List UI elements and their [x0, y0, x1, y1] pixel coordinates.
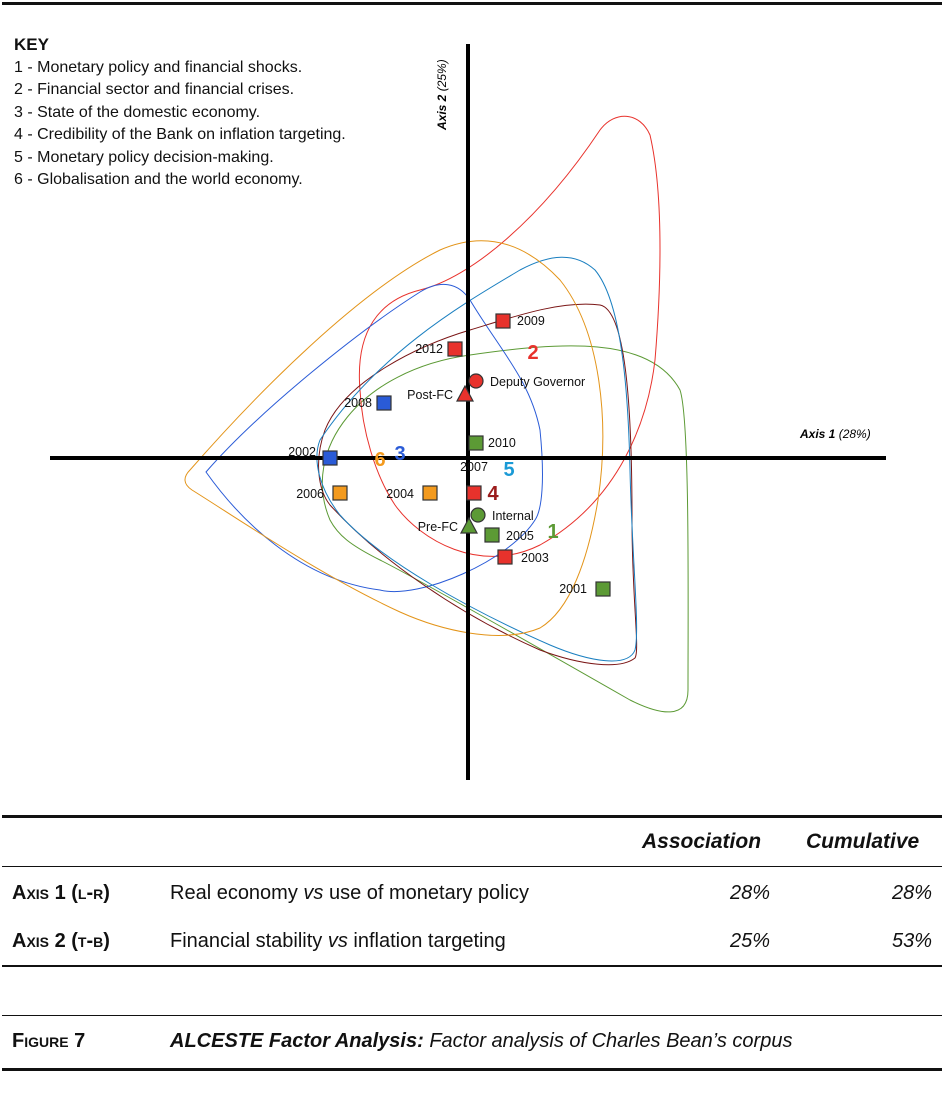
key-item-2: 2 - Financial sector and financial crise…: [14, 81, 295, 98]
point-label-pre-fc: Pre-FC: [418, 520, 458, 534]
point-label-2004: 2004: [386, 487, 414, 501]
point-label-internal: Internal: [492, 509, 534, 523]
desc-post: use of monetary policy: [323, 882, 530, 904]
point-label-2007: 2007: [460, 460, 488, 474]
key-item-6: 6 - Globalisation and the world economy.: [14, 171, 303, 188]
point-marker-deputy-governor: [468, 373, 484, 389]
desc-vs: vs: [303, 882, 324, 904]
cluster-1-envelope: [321, 345, 689, 713]
row-description: Financial stability vs inflation targeti…: [170, 930, 506, 953]
point-label-2001: 2001: [559, 582, 587, 596]
cluster-label-5: 5: [503, 459, 514, 481]
point-marker-2005: [484, 527, 500, 543]
point-label-2012: 2012: [415, 342, 443, 356]
cluster-label-1: 1: [547, 521, 558, 543]
header-cumulative: Cumulative: [806, 830, 920, 853]
key-item-3: 3 - State of the domestic economy.: [14, 103, 261, 121]
point-marker-2004: [422, 485, 438, 501]
row-cumulative: 53%: [891, 930, 932, 952]
point-marker-2009: [495, 313, 511, 329]
key-item-1: 1 - Monetary policy and financial shocks…: [14, 58, 303, 76]
cluster-6-envelope: [184, 240, 604, 636]
cluster-5-envelope: [316, 256, 638, 662]
header-association: Association: [642, 830, 762, 853]
figure-title-rest: Factor analysis of Charles Bean’s corpus: [423, 1030, 793, 1052]
point-label-2005: 2005: [506, 529, 534, 543]
desc-vs: vs: [327, 930, 348, 952]
point-label-post-fc: Post-FC: [407, 388, 453, 402]
axis-2-title: Axis 2 (25%): [435, 59, 449, 131]
point-marker-2008: [376, 395, 392, 411]
key-title: KEY: [14, 35, 49, 54]
point-label-deputy-governor: Deputy Governor: [490, 375, 585, 389]
table-header-rule: [2, 866, 942, 867]
point-marker-internal: [470, 507, 486, 523]
table-row-axis-1: Axis 1 (l-r) Real economy vs use of mone…: [12, 882, 932, 912]
table-top-rule: [2, 815, 942, 818]
table-bottom-rule: [2, 965, 942, 967]
point-label-2008: 2008: [344, 396, 372, 410]
cluster-4-envelope: [318, 303, 638, 666]
row-axis-label: Axis 1 (l-r): [12, 882, 110, 904]
point-marker-pre-fc: [460, 516, 478, 534]
factor-analysis-plot: Axis 1 (28%) Axis 2 (25%) 1 2 3 45 6 2009 201…: [50, 44, 886, 780]
cluster-label-4: 4: [487, 483, 499, 505]
key-legend: KEY 1 - Monetary policy and financial sh…: [14, 34, 346, 192]
key-item-4: 4 - Credibility of the Bank on inflation…: [14, 126, 346, 143]
cluster-envelopes: [184, 115, 689, 713]
cluster-label-6: 6: [374, 449, 385, 471]
point-label-2010: 2010: [488, 436, 516, 450]
cluster-2-envelope: [358, 115, 661, 557]
cluster-3-envelope: [205, 284, 543, 592]
point-marker-2012: [447, 341, 463, 357]
caption-top-rule: [2, 1015, 942, 1016]
desc-pre: Real economy: [170, 882, 304, 904]
point-marker-2001: [595, 581, 611, 597]
point-label-2002: 2002: [288, 445, 316, 459]
cluster-label-3: 3: [394, 443, 405, 465]
cluster-labels: 1 2 3 45 6: [374, 342, 558, 543]
figure-title-bold: ALCESTE Factor Analysis:: [170, 1030, 424, 1052]
figure-caption: Figure 7 ALCESTE Factor Analysis: Factor…: [12, 1030, 792, 1053]
point-marker-post-fc: [456, 384, 474, 402]
point-label-2006: 2006: [296, 487, 324, 501]
point-label-2003: 2003: [521, 551, 549, 565]
table-row-axis-2: Axis 2 (t-b) Financial stability vs infl…: [12, 930, 932, 960]
point-label-2009: 2009: [517, 314, 545, 328]
top-rule: [2, 2, 942, 5]
point-marker-2002: [322, 450, 338, 466]
point-marker-2010: [468, 435, 484, 451]
point-marker-2006: [332, 485, 348, 501]
point-marker-2003: [497, 549, 513, 565]
row-cumulative: 28%: [891, 882, 932, 904]
row-association: 25%: [729, 930, 770, 952]
cluster-label-2: 2: [527, 342, 538, 364]
caption-bottom-rule: [2, 1068, 942, 1071]
key-item-5: 5 - Monetary policy decision-making.: [14, 148, 274, 166]
row-axis-label: Axis 2 (t-b): [12, 930, 110, 952]
row-description: Real economy vs use of monetary policy: [170, 882, 529, 905]
desc-post: inflation targeting: [347, 930, 506, 952]
axis-1-title: Axis 1 (28%): [799, 427, 871, 441]
figure-number: Figure 7: [12, 1030, 86, 1052]
row-association: 28%: [729, 882, 770, 904]
desc-pre: Financial stability: [170, 930, 328, 952]
point-marker-2007: [466, 485, 482, 501]
figure-title: ALCESTE Factor Analysis: Factor analysis…: [170, 1030, 792, 1053]
